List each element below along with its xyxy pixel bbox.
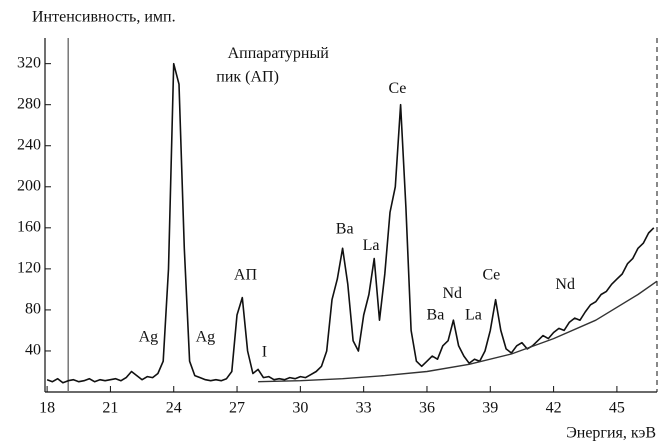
- x-tick-label: 33: [356, 400, 372, 417]
- x-tick-label: 42: [546, 400, 562, 417]
- annotation: Ag: [139, 328, 159, 345]
- annotation: АП: [234, 267, 258, 284]
- annotation: Ce: [389, 80, 407, 97]
- y-tick-label: 200: [17, 177, 41, 194]
- x-tick-label: 24: [166, 400, 182, 417]
- y-tick-label: 320: [17, 54, 41, 71]
- x-tick-label: 21: [102, 400, 118, 417]
- annotation: Nd: [555, 276, 575, 293]
- x-axis-label: Энергия, кэВ: [566, 425, 656, 442]
- x-tick-label: 27: [229, 400, 245, 417]
- y-tick-label: 80: [25, 301, 41, 318]
- x-tick-label: 36: [419, 400, 435, 417]
- x-tick-label: 39: [482, 400, 498, 417]
- background-line: [258, 280, 658, 383]
- y-tick-label: 40: [25, 342, 41, 359]
- y-tick-label: 160: [17, 218, 41, 235]
- annotation: Nd: [443, 285, 463, 302]
- annotation: Ba: [427, 307, 445, 324]
- x-tick-label: 18: [39, 400, 55, 417]
- annotation: Ce: [482, 267, 500, 284]
- annotation: пик (АП): [216, 69, 279, 86]
- annotation: La: [465, 307, 482, 324]
- annotation: I: [262, 344, 267, 361]
- annotation: La: [363, 237, 380, 254]
- x-tick-label: 45: [609, 400, 625, 417]
- annotation: Ba: [336, 221, 354, 238]
- spectrum-line: [46, 62, 655, 384]
- x-tick-label: 30: [292, 400, 308, 417]
- annotation: Аппаратурный: [228, 45, 330, 62]
- y-axis-label: Интенсивность, имп.: [32, 9, 176, 26]
- y-tick-label: 120: [17, 260, 41, 277]
- y-tick-label: 240: [17, 136, 41, 153]
- annotation: Ag: [196, 328, 216, 345]
- y-tick-label: 280: [17, 95, 41, 112]
